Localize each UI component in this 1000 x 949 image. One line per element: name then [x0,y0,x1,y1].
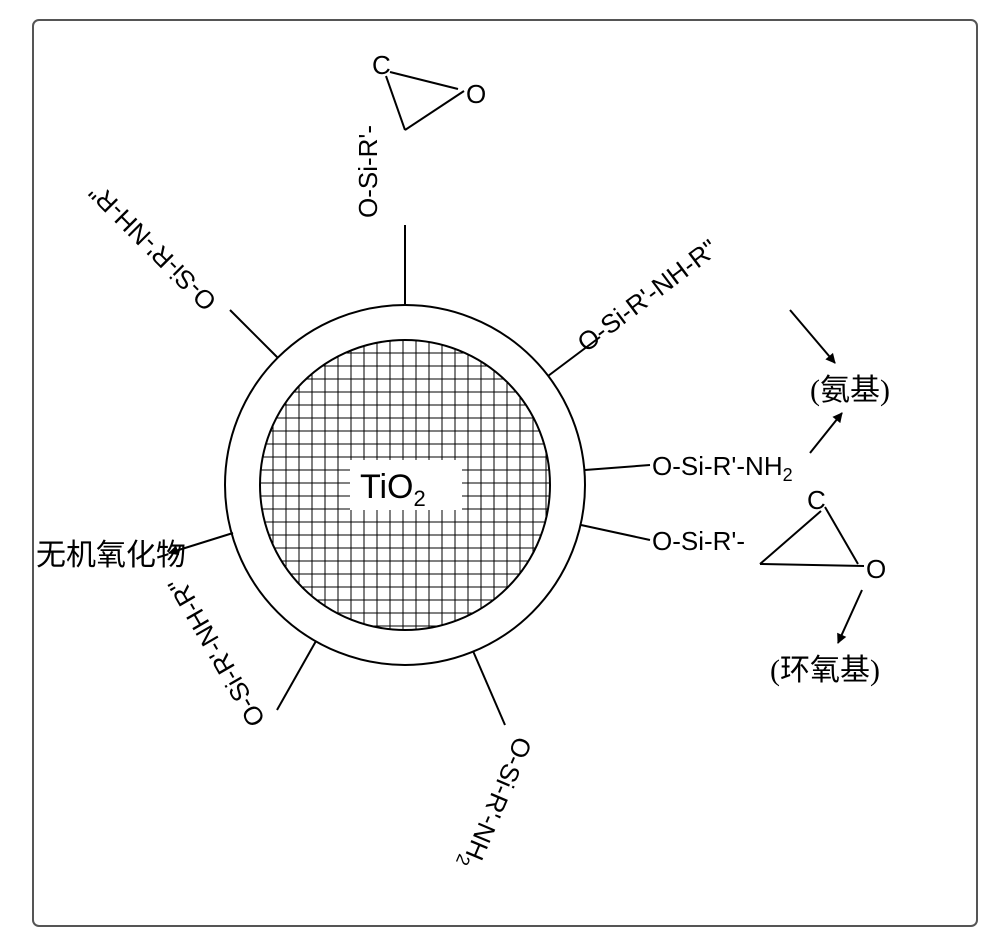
ligand-upper-right-text: O-Si-R'-NH-R" [572,233,724,358]
ligand-bottom-right-text: O-Si-R'-NH2 [452,731,538,874]
ligand-top-left-text: O-Si-R'-NH-R" [83,177,222,316]
svg-text:C: C [807,485,826,515]
amine-label: (氨基) [810,374,890,407]
ligand-bond [473,651,505,725]
svg-text:O-Si-R'-: O-Si-R'- [353,125,383,218]
epoxy-label: (环氧基) [770,654,880,687]
svg-text:O-Si-R'-NH-R": O-Si-R'-NH-R" [162,572,272,732]
ligand-bond [581,525,650,540]
svg-text:O: O [866,554,886,584]
inorganic-oxide-label: 无机氧化物 [36,539,186,572]
svg-text:O-Si-R'-NH2: O-Si-R'-NH2 [652,451,793,485]
ligand-bond [585,465,650,470]
epoxide-top: CO [372,50,486,130]
epoxide-right: CO [760,485,886,584]
ligand-right-upper-text: O-Si-R'-NH2 [652,451,793,485]
svg-text:C: C [372,50,391,80]
svg-text:O: O [466,79,486,109]
svg-text:O-Si-R'-NH2: O-Si-R'-NH2 [452,731,538,874]
ligand-bottom-left-text: O-Si-R'-NH-R" [162,572,272,732]
svg-text:O-Si-R'-: O-Si-R'- [652,526,745,556]
ligand-top-text: O-Si-R'- [353,125,383,218]
ligand-bond [277,641,316,710]
ligand-right-lower-text: O-Si-R'- [652,526,745,556]
epoxy-arrow [838,590,862,643]
amine-arrow-2 [810,413,842,453]
amine-arrow-1 [790,310,835,363]
ligand-bond [230,310,278,358]
svg-text:O-Si-R'-NH-R": O-Si-R'-NH-R" [83,177,222,316]
svg-text:O-Si-R'-NH-R": O-Si-R'-NH-R" [572,233,724,358]
particle-diagram: TiO2O-Si-R'-COO-Si-R'-NH-R"无机氧化物O-Si-R'-… [0,0,1000,949]
